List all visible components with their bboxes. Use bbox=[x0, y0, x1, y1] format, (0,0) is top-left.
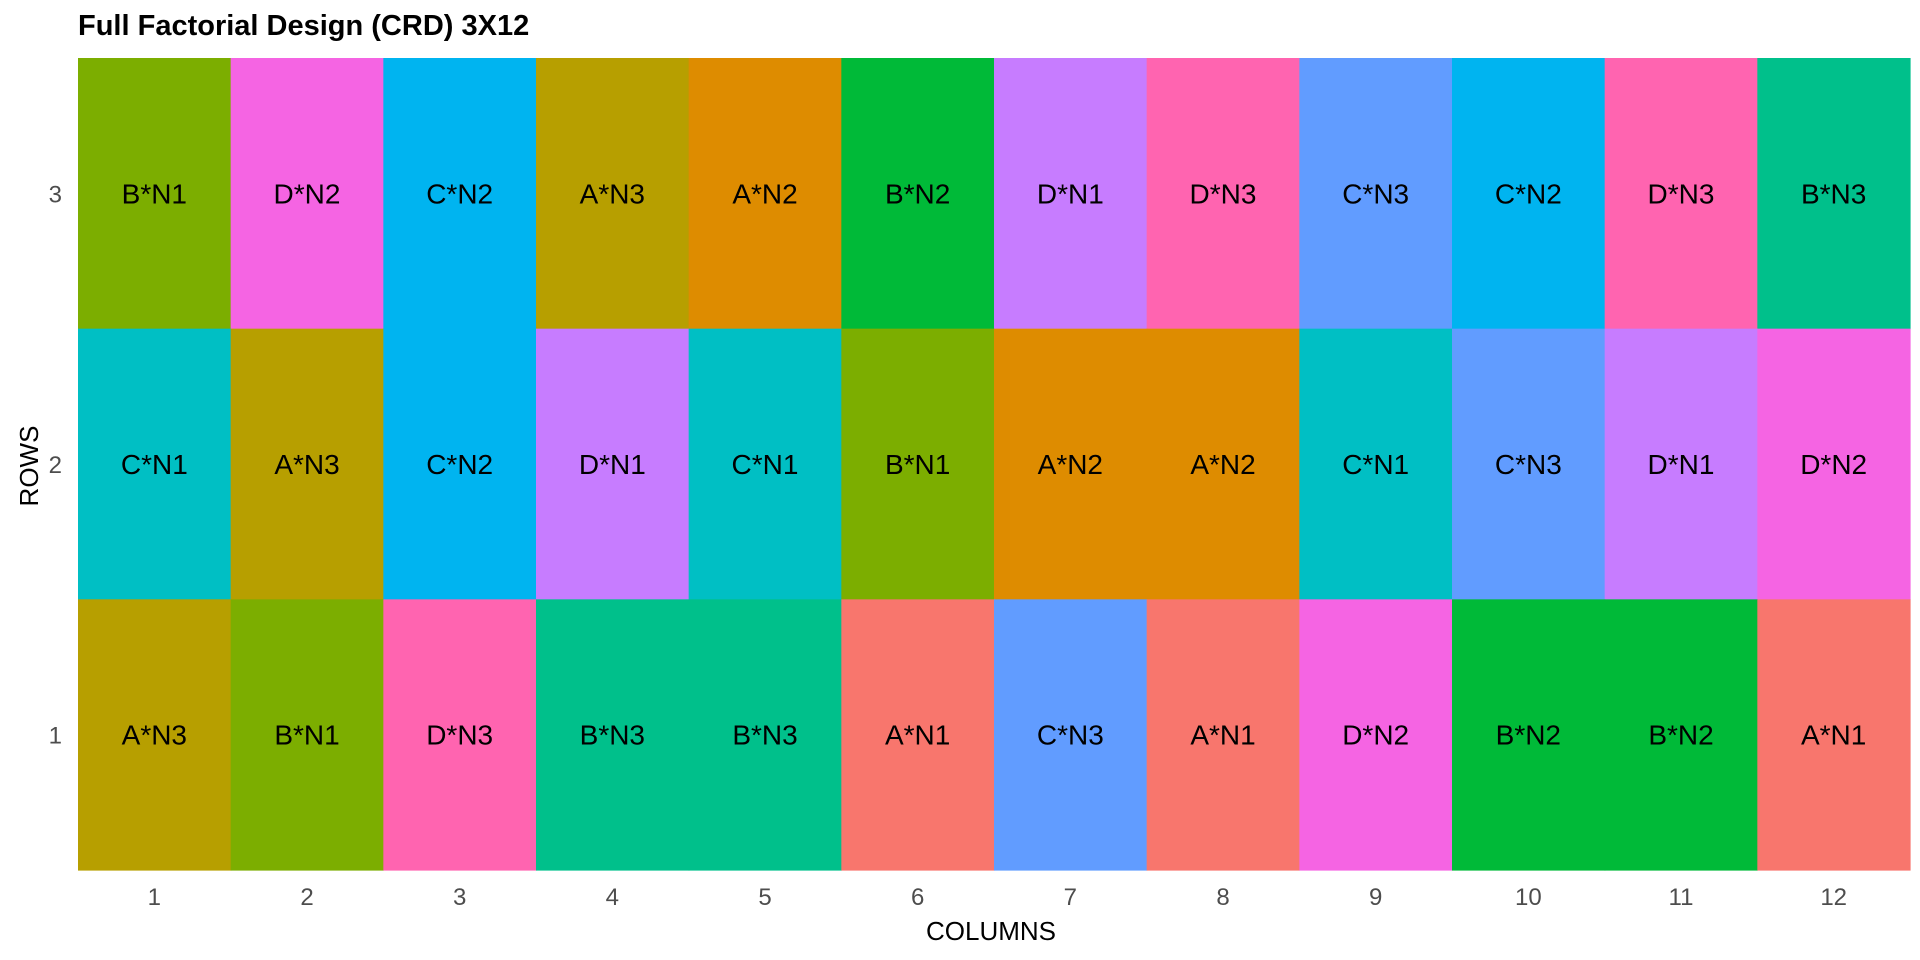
x-tick-label: 9 bbox=[1369, 884, 1382, 911]
x-tick-label: 2 bbox=[300, 884, 313, 911]
cell-label: B*N1 bbox=[274, 720, 339, 751]
cell-label: D*N2 bbox=[1342, 720, 1409, 751]
y-axis-ticks: 1 2 3 bbox=[49, 181, 62, 749]
heatmap-cell bbox=[1757, 58, 1911, 330]
cell-label: D*N1 bbox=[1648, 449, 1715, 480]
cell-label: D*N3 bbox=[1648, 178, 1715, 209]
heatmap-cell bbox=[1757, 328, 1911, 600]
cell-label: A*N1 bbox=[1190, 720, 1255, 751]
heatmap-cell bbox=[1452, 328, 1606, 600]
cells-layer: B*N1 D*N2 C*N2 A*N3 A*N2 B*N2 D*N1 D*N3 C*N3 C*N2… bbox=[78, 58, 1911, 871]
heatmap-cell bbox=[383, 58, 537, 330]
heatmap-cell bbox=[994, 328, 1148, 600]
cell-label: D*N2 bbox=[274, 178, 341, 209]
y-tick-label: 3 bbox=[49, 181, 62, 208]
heatmap-cell bbox=[1299, 58, 1453, 330]
cell-label: C*N2 bbox=[426, 449, 493, 480]
cell-label: B*N2 bbox=[1496, 720, 1561, 751]
cell-label: C*N1 bbox=[732, 449, 799, 480]
heatmap-cell bbox=[688, 58, 842, 330]
heatmap-cell bbox=[1604, 58, 1758, 330]
cell-label: D*N3 bbox=[1190, 178, 1257, 209]
cell-label: D*N1 bbox=[1037, 178, 1104, 209]
cell-label: C*N3 bbox=[1037, 720, 1104, 751]
cell-label: A*N3 bbox=[274, 449, 339, 480]
heatmap-cell bbox=[78, 599, 232, 871]
cell-label: D*N3 bbox=[426, 720, 493, 751]
cell-label: A*N3 bbox=[122, 720, 187, 751]
heatmap-cell bbox=[383, 328, 537, 600]
x-tick-label: 11 bbox=[1669, 884, 1694, 911]
heatmap-cell bbox=[78, 328, 232, 600]
cell-label: A*N2 bbox=[1190, 449, 1255, 480]
heatmap-cell bbox=[1604, 599, 1758, 871]
heatmap-cell bbox=[230, 328, 384, 600]
heatmap-cell bbox=[1757, 599, 1911, 871]
heatmap-cell bbox=[841, 328, 995, 600]
heatmap-cell bbox=[688, 599, 842, 871]
cell-label: C*N3 bbox=[1342, 178, 1409, 209]
heatmap-cell bbox=[1146, 328, 1300, 600]
cell-label: A*N1 bbox=[1801, 720, 1866, 751]
x-tick-label: 8 bbox=[1216, 884, 1229, 911]
y-axis-title: ROWS bbox=[14, 426, 44, 507]
x-axis-title: COLUMNS bbox=[926, 916, 1056, 946]
x-axis-ticks: 1 2 3 4 5 6 7 8 9 10 11 12 bbox=[148, 884, 1847, 911]
heatmap-cell bbox=[78, 58, 232, 330]
cell-label: B*N1 bbox=[122, 178, 187, 209]
cell-label: B*N2 bbox=[885, 178, 950, 209]
cell-label: B*N3 bbox=[580, 720, 645, 751]
x-tick-label: 4 bbox=[606, 884, 619, 911]
cell-label: D*N1 bbox=[579, 449, 646, 480]
heatmap-cell bbox=[841, 599, 995, 871]
cell-label: C*N1 bbox=[1342, 449, 1409, 480]
heatmap-cell bbox=[1452, 58, 1606, 330]
cell-label: A*N2 bbox=[732, 178, 797, 209]
heatmap-cell bbox=[1299, 599, 1453, 871]
chart-title: Full Factorial Design (CRD) 3X12 bbox=[78, 10, 530, 42]
heatmap-cell bbox=[994, 599, 1148, 871]
cell-label: B*N1 bbox=[885, 449, 950, 480]
cell-label: D*N2 bbox=[1800, 449, 1867, 480]
heatmap-cell bbox=[536, 599, 690, 871]
heatmap-cell bbox=[1452, 599, 1606, 871]
cell-label: C*N1 bbox=[121, 449, 188, 480]
cell-label: B*N3 bbox=[732, 720, 797, 751]
y-tick-label: 2 bbox=[49, 452, 62, 479]
cell-label: B*N3 bbox=[1801, 178, 1866, 209]
heatmap-cell bbox=[688, 328, 842, 600]
x-tick-label: 6 bbox=[911, 884, 924, 911]
heatmap-cell bbox=[1146, 599, 1300, 871]
cell-label: B*N2 bbox=[1648, 720, 1713, 751]
x-tick-label: 3 bbox=[453, 884, 466, 911]
cell-label: C*N3 bbox=[1495, 449, 1562, 480]
cell-label: A*N2 bbox=[1038, 449, 1103, 480]
cell-label: A*N1 bbox=[885, 720, 950, 751]
heatmap-cell bbox=[230, 58, 384, 330]
heatmap-cell bbox=[1604, 328, 1758, 600]
heatmap-cell bbox=[841, 58, 995, 330]
heatmap-cell bbox=[1146, 58, 1300, 330]
heatmap-cell bbox=[230, 599, 384, 871]
x-tick-label: 1 bbox=[148, 884, 161, 911]
cell-label: C*N2 bbox=[426, 178, 493, 209]
x-tick-label: 10 bbox=[1515, 884, 1542, 911]
x-tick-label: 7 bbox=[1064, 884, 1077, 911]
cell-label: A*N3 bbox=[580, 178, 645, 209]
cell-label: C*N2 bbox=[1495, 178, 1562, 209]
x-tick-label: 12 bbox=[1820, 884, 1847, 911]
heatmap-cell bbox=[536, 58, 690, 330]
heatmap-cell bbox=[383, 599, 537, 871]
y-tick-label: 1 bbox=[49, 723, 62, 750]
heatmap-cell bbox=[1299, 328, 1453, 600]
heatmap-cell bbox=[536, 328, 690, 600]
x-tick-label: 5 bbox=[758, 884, 771, 911]
heatmap-cell bbox=[994, 58, 1148, 330]
